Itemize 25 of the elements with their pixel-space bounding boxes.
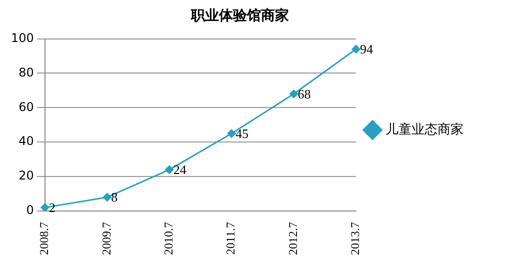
x-tick-label: 2008.7: [37, 222, 52, 255]
point: [352, 44, 360, 54]
x-tick-label: 2009.7: [99, 222, 114, 255]
y-tick-label: 80: [18, 65, 34, 80]
x-tick-label: 2011.7: [224, 222, 238, 255]
point: [102, 192, 112, 202]
data-label: 94: [360, 42, 374, 57]
y-tick-label: 60: [18, 100, 34, 114]
x-tick-label: 2013.7: [348, 222, 362, 255]
data-label: 8: [111, 190, 118, 205]
data-label: 45: [236, 126, 249, 141]
legend-label: 儿童业态商家: [386, 121, 464, 138]
y-tick-label: 40: [18, 134, 34, 148]
x-tick-label: 2010.7: [162, 222, 176, 255]
point: [290, 90, 298, 98]
data-label: 68: [298, 86, 311, 102]
point: [165, 165, 174, 174]
chart-title: 职业体验馆商家: [190, 7, 289, 24]
point: [40, 203, 50, 211]
y-tick-label: 20: [18, 168, 34, 183]
x-tick-label: 2012.7: [286, 222, 300, 255]
data-label: 24: [173, 162, 187, 178]
y-tick-label: 0: [26, 203, 34, 218]
y-tick-label: 100: [11, 30, 34, 45]
point: [227, 129, 236, 138]
